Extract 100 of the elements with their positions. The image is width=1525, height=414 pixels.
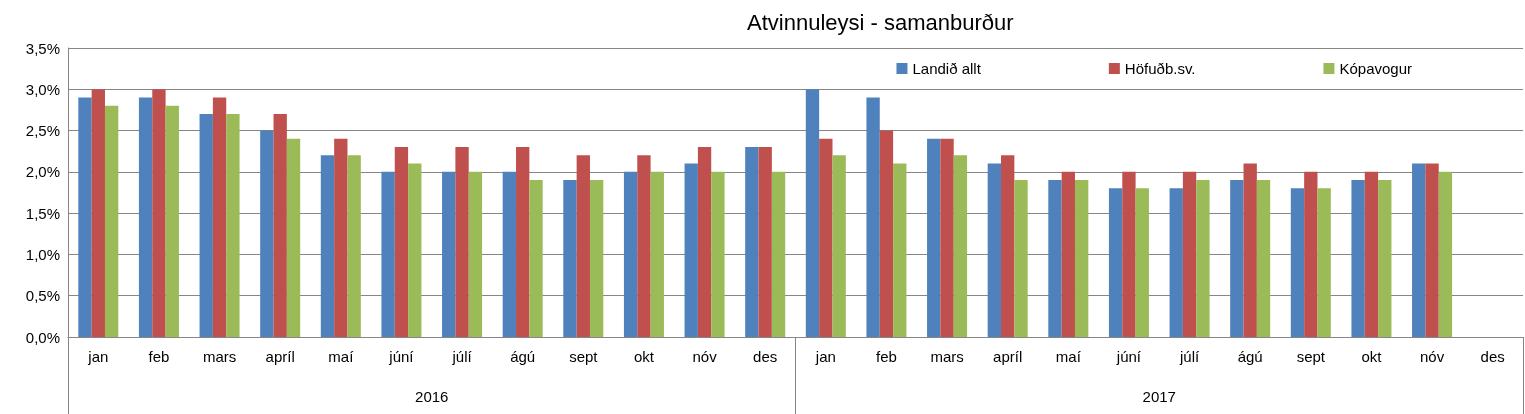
bar [1351,180,1365,337]
x-tick-label: jan [87,348,109,365]
y-tick-label: 3,5% [25,39,60,57]
bar [1182,171,1197,337]
x-tick-label: ágú [1237,348,1263,365]
bar [1378,180,1392,337]
bar [91,89,105,337]
bar [455,147,469,337]
text: 2016 [415,388,449,405]
x-tick-label: júní [1115,348,1142,365]
bar [1074,180,1089,337]
bar [1243,163,1257,337]
bar [1425,163,1439,337]
bar [745,147,759,337]
bar [866,97,880,337]
bar [953,155,968,337]
bar [1014,180,1028,337]
x-tick-label: júlí [451,348,473,365]
bar [1256,180,1271,337]
x-tick-label: okt [633,348,655,365]
bar [394,147,409,337]
bar [408,163,422,337]
x-tick-label: júlí [1178,348,1200,365]
bar [771,171,786,337]
bar [1364,171,1379,337]
bar [1048,180,1062,337]
bar [819,138,833,337]
bar [104,105,119,337]
y-tick-label: 0,5% [25,287,60,305]
y-tick-label: 0,0% [25,328,60,346]
bar [516,147,530,337]
bar [320,155,335,337]
text: 2017 [1142,388,1176,405]
x-tick-label: ágú [510,348,536,365]
bar [199,114,213,337]
x-tick-label: sept [1296,348,1326,365]
bar [529,180,543,337]
bar [879,130,894,337]
bar [1412,163,1426,337]
bar [347,155,361,337]
bar [1061,171,1075,337]
bar [1001,155,1015,337]
bar [697,147,712,337]
bar [260,130,274,337]
y-tick-label: 3,0% [25,80,60,98]
bar [1304,171,1318,337]
x-tick-label: mars [930,348,964,365]
bar [468,171,483,337]
chart-title: Atvinnuleysi - samanburður [747,9,1014,35]
bar [1169,188,1183,337]
y-tick-label: 2,5% [25,122,60,140]
y-tick-label: 2,0% [25,163,60,181]
bar [78,97,92,337]
x-tick-label: apríl [993,348,1023,365]
bar [758,147,772,337]
x-tick-label: okt [1361,348,1383,365]
y-tick-label: 1,0% [25,245,60,263]
bar [1122,171,1136,337]
x-tick-label: jan [814,348,836,365]
x-tick-label: des [753,348,778,365]
bar [684,163,698,337]
bar [138,97,153,337]
bar [637,155,651,337]
x-tick-label: feb [148,348,170,365]
bar [212,97,227,337]
bar [805,89,820,337]
legend-label: Kópavogur [1339,60,1413,77]
bar [927,138,941,337]
x-tick-label: apríl [265,348,295,365]
bar [1135,188,1149,337]
bar [381,171,395,337]
bar [987,163,1002,337]
bar [1230,180,1244,337]
legend-label: Höfuðb.sv. [1124,60,1196,77]
x-tick-label: júní [388,348,415,365]
y-tick-label: 1,5% [25,204,60,222]
bar [152,89,166,337]
bar [563,180,577,337]
x-tick-label: nóv [1419,348,1445,365]
bar [940,138,954,337]
bar [286,138,301,337]
bar [1196,180,1210,337]
bar [576,155,590,337]
bar [273,114,287,337]
bar [226,114,240,337]
bar [334,138,348,337]
x-tick-label: maí [1055,348,1082,365]
bar [502,171,517,337]
bar [1317,188,1331,337]
bar [650,171,664,337]
bar [711,171,725,337]
bar [165,105,179,337]
bar [1290,188,1305,337]
bar [1438,171,1453,337]
bar [589,180,604,337]
x-tick-label: nóv [692,348,718,365]
legend-label: Landið allt [912,60,982,77]
x-tick-label: des [1480,348,1505,365]
x-tick-label: mars [202,348,237,365]
bar [893,163,907,337]
